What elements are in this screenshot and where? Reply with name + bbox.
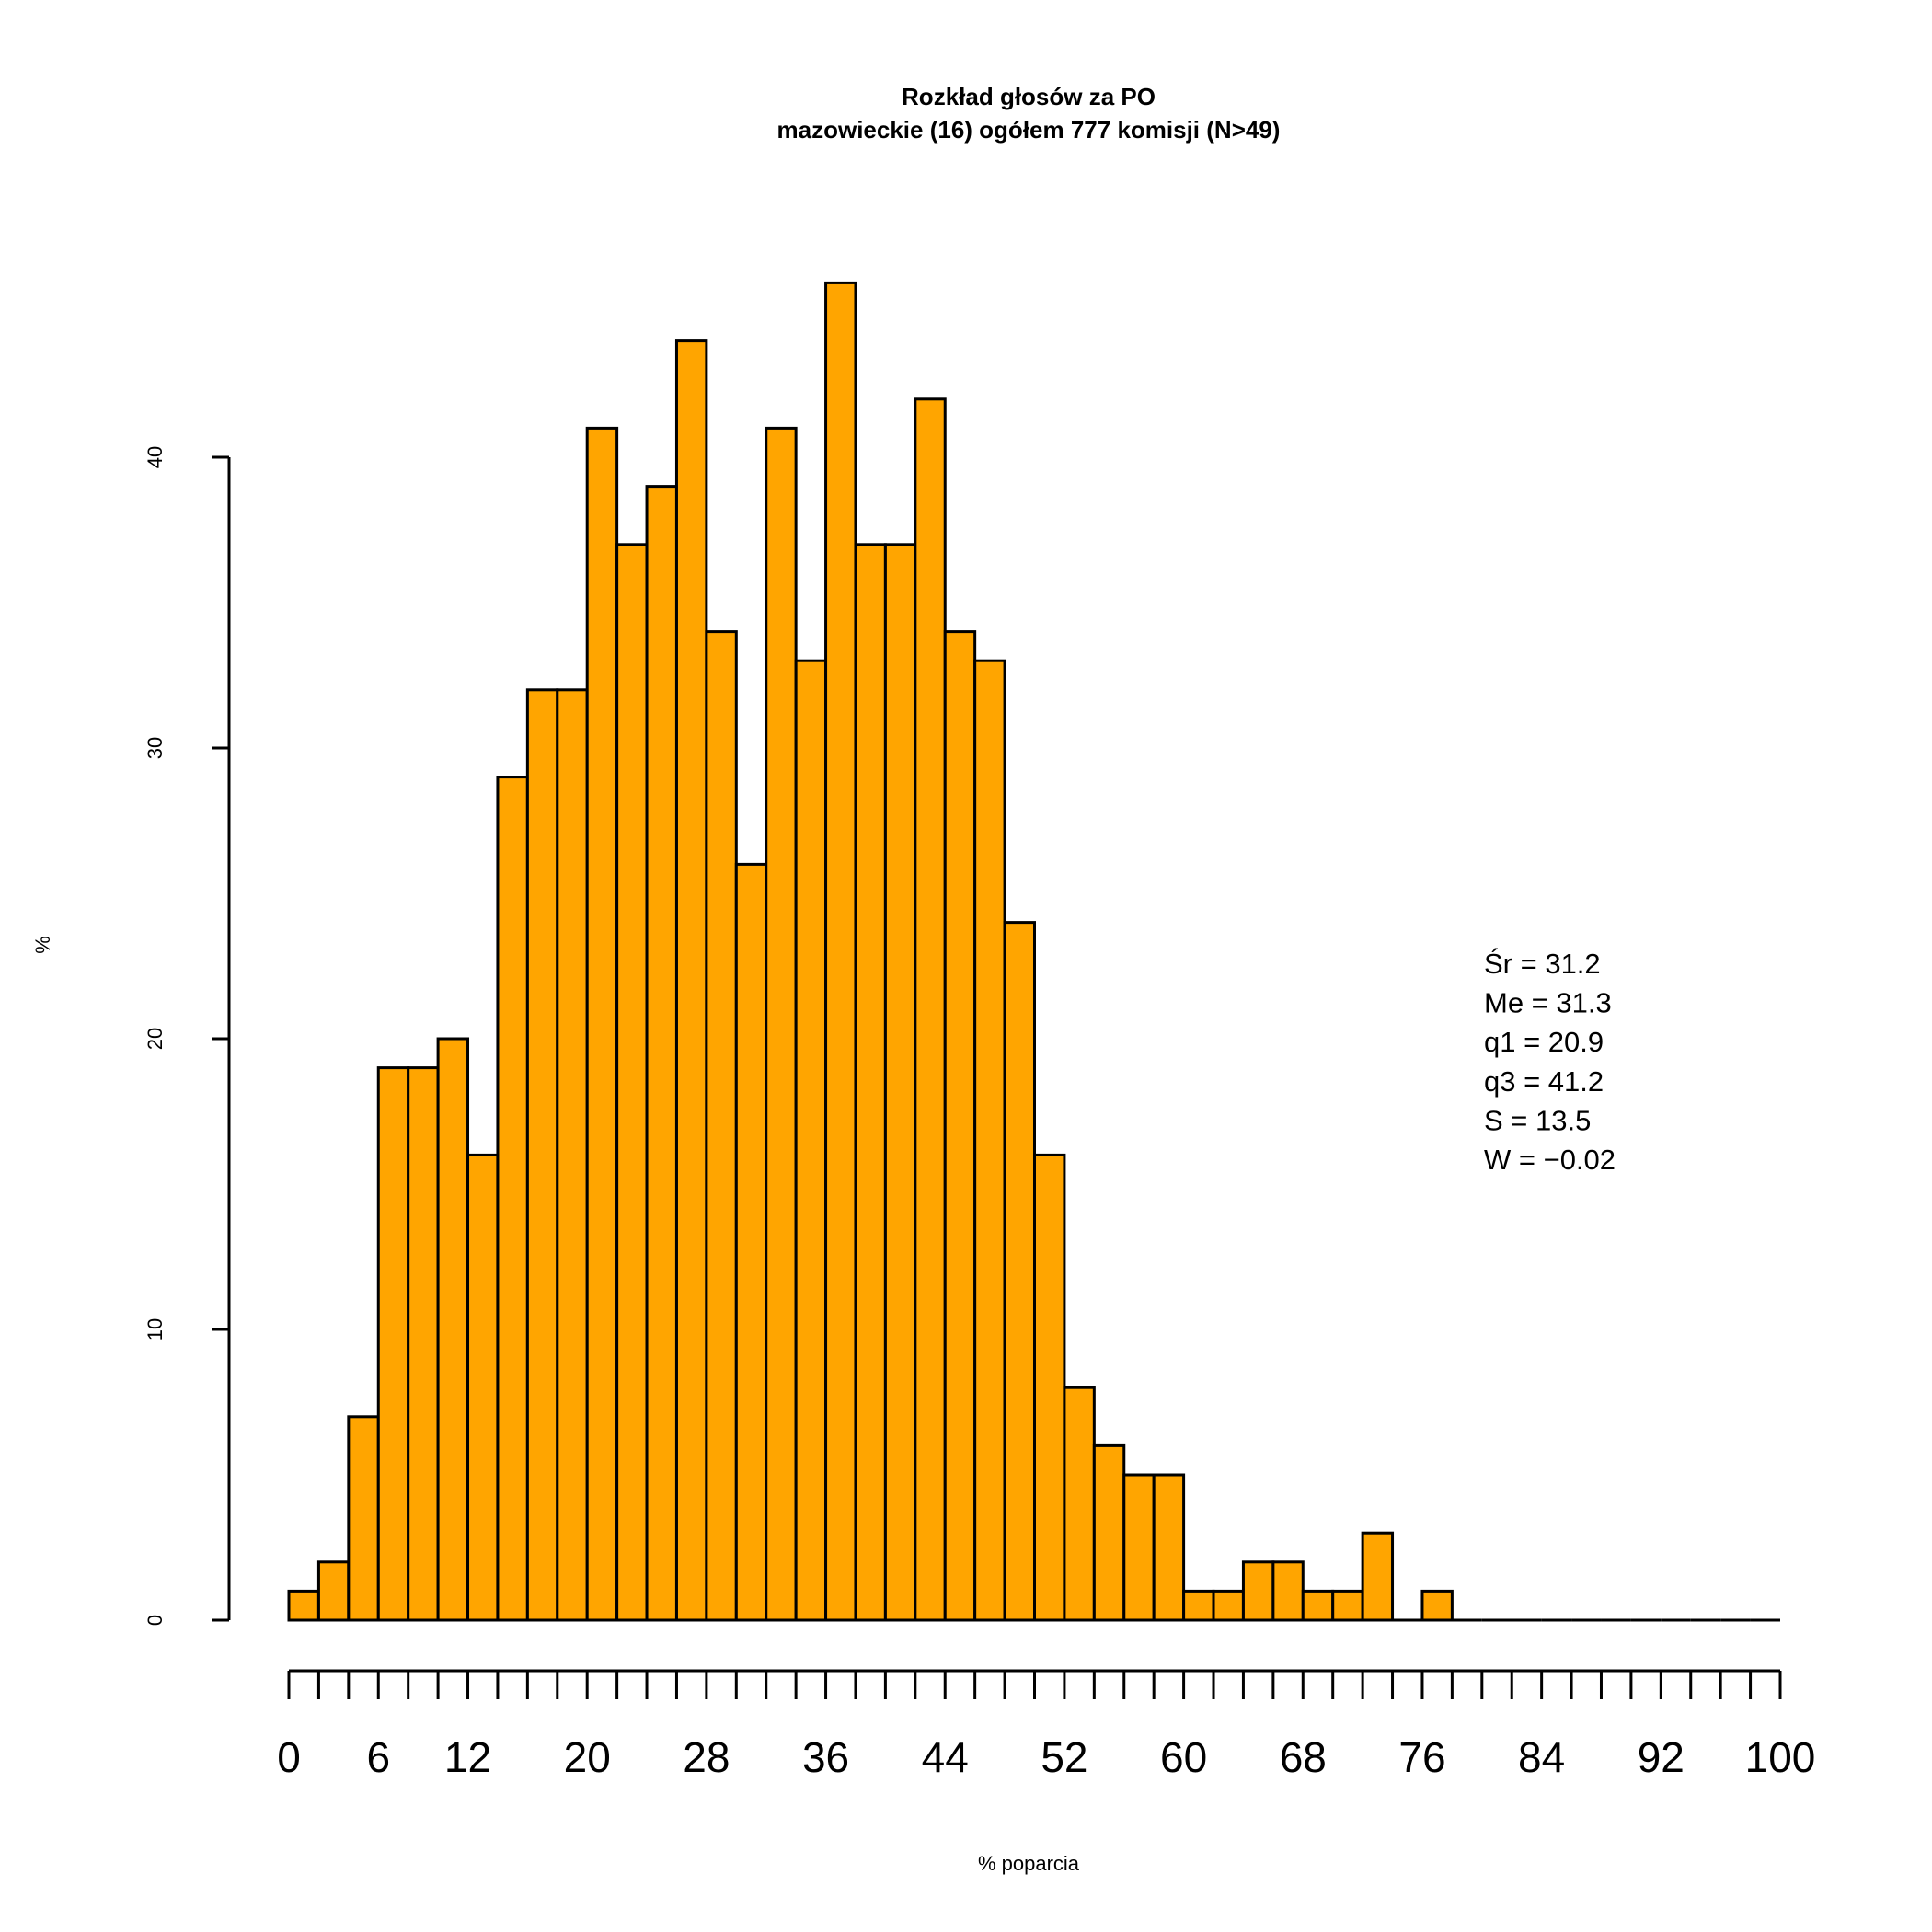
x-tick-label: 36 [802,1733,849,1781]
x-tick-label: 92 [1638,1733,1685,1781]
histogram-bar [585,426,619,1622]
x-tick-label: 68 [1280,1733,1327,1781]
y-tick-label: 30 [144,737,167,759]
x-tick-label: 20 [564,1733,611,1781]
histogram-bar [973,659,1006,1622]
histogram-bar [883,543,917,1622]
histogram-bar [1212,1589,1245,1622]
x-axis: 0 6 12 20 28 36 44 52 60 68 76 84 92 100 [277,1669,1816,1781]
histogram-bar [376,1066,410,1622]
histogram-bar [1271,1560,1305,1622]
histogram-bar [556,688,589,1622]
histogram-bar [1301,1589,1335,1622]
histogram-bar [1063,1386,1096,1622]
histogram-bar [1122,1473,1156,1622]
histogram-bar [1331,1589,1364,1622]
x-axis-label: % poparcia [978,1852,1080,1875]
histogram-bar [436,1037,470,1622]
histogram-bar [794,659,828,1622]
histogram-bar [1241,1560,1275,1622]
chart-title: Rozkład głosów za PO [902,83,1156,110]
histogram-bar [705,630,738,1622]
histogram-bar [674,339,708,1622]
histogram-bar [914,397,947,1622]
histogram-bar [347,1415,380,1622]
y-axis: 0 10 20 30 40 [144,446,231,1626]
histogram-bar [466,1153,500,1622]
histogram-bar [1420,1589,1454,1622]
histogram-bar [316,1560,351,1622]
stat-line: W = −0.02 [1484,1144,1616,1176]
x-tick-label: 60 [1160,1733,1207,1781]
histogram-bar [645,485,678,1622]
histogram-bar [824,281,857,1622]
histogram-bar [1182,1589,1215,1622]
histogram-bar [525,688,559,1622]
y-axis-label: % [31,936,54,954]
histogram-bar [407,1066,440,1622]
histogram-bar [734,862,768,1622]
stat-line: S = 13.5 [1484,1104,1591,1136]
histogram-bar [287,1589,320,1622]
stat-line: Śr = 31.2 [1484,947,1601,980]
histogram-bar [1152,1473,1186,1622]
x-tick-label: 52 [1041,1733,1087,1781]
y-tick-label: 40 [144,446,167,468]
histogram-bar [765,426,798,1622]
stat-line: Me = 31.3 [1484,987,1612,1019]
x-tick-label: 100 [1745,1733,1816,1781]
stats-block: Śr = 31.2 Me = 31.3 q1 = 20.9 q3 = 41.2 S = … [1484,947,1616,1176]
y-tick-label: 0 [144,1615,167,1626]
chart-subtitle: mazowieckie (16) ogółem 777 komisji (N>4… [777,116,1281,144]
histogram-bar [1361,1531,1395,1622]
x-tick-label: 76 [1398,1733,1445,1781]
y-tick-label: 10 [144,1318,167,1340]
x-tick-label: 12 [444,1733,491,1781]
x-tick-label: 84 [1518,1733,1565,1781]
x-tick-label: 44 [922,1733,969,1781]
histogram-bar [854,543,887,1622]
histogram-bar [615,543,649,1622]
histogram-bar [943,630,977,1622]
stat-line: q3 = 41.2 [1484,1065,1604,1098]
x-tick-label: 0 [277,1733,301,1781]
stat-line: q1 = 20.9 [1484,1026,1604,1058]
x-tick-label: 28 [683,1733,730,1781]
histogram-bar [1003,921,1036,1622]
histogram-bar [1092,1443,1126,1622]
histogram-bar [496,776,529,1622]
y-tick-label: 20 [144,1028,167,1050]
x-tick-label: 6 [366,1733,390,1781]
histogram-bar [1033,1153,1066,1622]
bars-group [287,281,1780,1622]
